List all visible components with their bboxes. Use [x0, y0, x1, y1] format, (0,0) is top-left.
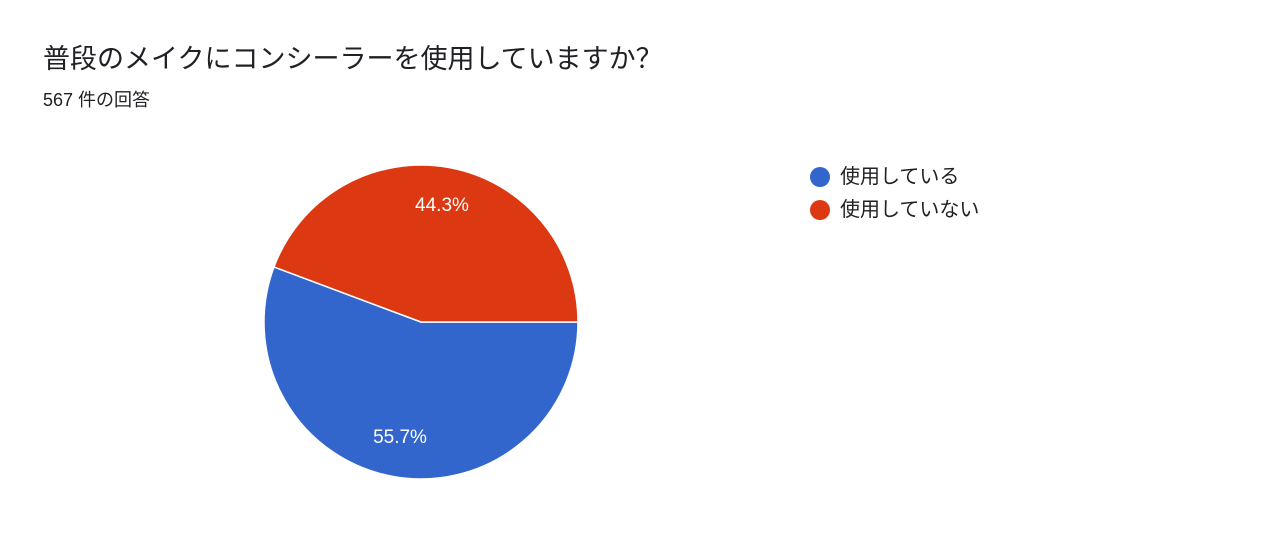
legend-item-2[interactable]: 使用していない	[810, 193, 979, 226]
slice-label-1: 55.7%	[373, 427, 427, 448]
pie-slice-1[interactable]	[263, 266, 579, 480]
legend-label-2: 使用していない	[840, 198, 980, 221]
question-title: 普段のメイクにコンシーラーを使用していますか？	[43, 44, 663, 74]
chart-legend: 使用している 使用していない	[810, 160, 979, 226]
pie-slice-2[interactable]	[272, 164, 579, 323]
slice-label-2: 44.3%	[415, 195, 469, 216]
response-count: 567 件の回答	[43, 90, 151, 110]
legend-label-1: 使用している	[840, 165, 960, 188]
legend-item-1[interactable]: 使用している	[810, 160, 979, 193]
legend-swatch-2	[810, 199, 830, 220]
legend-swatch-1	[810, 166, 830, 187]
